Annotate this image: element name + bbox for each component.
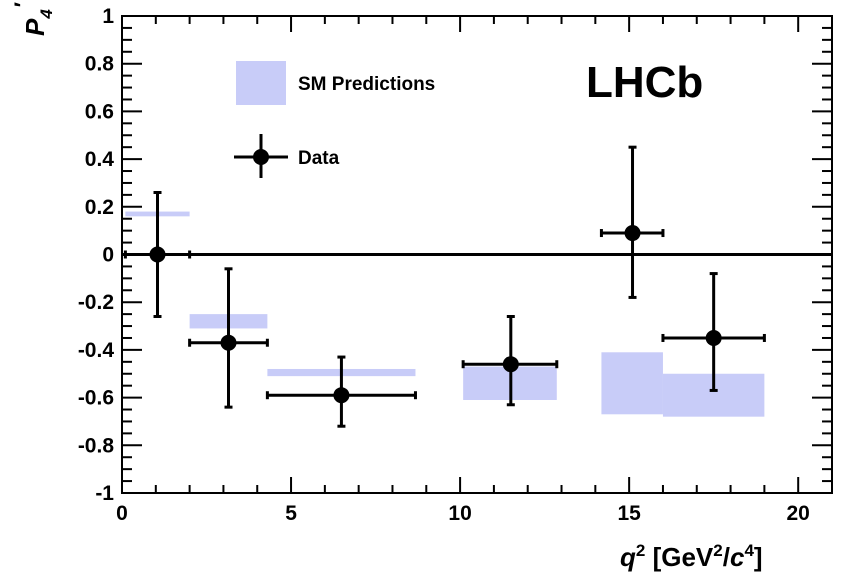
x-tick-label-0: 0 (116, 502, 128, 525)
x-axis-title-c: c (730, 542, 745, 572)
y-axis-title-symbol: P (20, 18, 50, 36)
y-axis-ticks: -1 -0.8 -0.6 -0.4 -0.2 0 0.2 0.4 0.6 0.8 1 (78, 5, 832, 505)
data-marker-1 (220, 334, 237, 351)
y-tick-label-4: -0.2 (78, 291, 114, 314)
y-tick-label-1: -0.8 (78, 434, 115, 457)
data-points (123, 145, 766, 428)
legend-sm-label: SM Predictions (298, 74, 435, 95)
legend-data-label: Data (298, 148, 340, 169)
sm-band-4 (601, 352, 663, 415)
y-tick-label-2: -0.6 (78, 387, 114, 410)
y-tick-label-6: 0.2 (85, 196, 114, 219)
data-point-2 (265, 355, 417, 428)
data-marker-4 (624, 225, 641, 242)
legend-sm-swatch (236, 61, 286, 105)
x-tick-label-3: 15 (617, 502, 641, 525)
x-tick-label-4: 20 (787, 502, 810, 525)
y-axis-title: P4′ (10, 2, 56, 36)
y-axis-title-prime: ′ (10, 2, 35, 7)
y-tick-label-5: 0 (102, 244, 114, 267)
x-axis-title-q: q (620, 542, 636, 572)
y-tick-label-10: 1 (102, 5, 114, 28)
data-marker-0 (149, 246, 166, 263)
data-point-1 (188, 267, 269, 409)
x-axis-title-slash: / (723, 542, 730, 572)
x-axis-title-close: ] (754, 542, 763, 572)
y-tick-label-3: -0.4 (78, 339, 115, 362)
data-point-3 (461, 315, 559, 407)
x-axis-ticks: 0 5 10 15 20 (116, 16, 833, 525)
y-tick-label-9: 0.8 (85, 53, 115, 76)
data-marker-3 (502, 356, 519, 373)
x-axis-title-gev-sup: 2 (713, 541, 722, 560)
y-tick-label-7: 0.4 (85, 148, 115, 171)
x-axis-title-q-sup: 2 (636, 541, 645, 560)
x-axis-title: q2 [GeV2/c4] (620, 541, 763, 572)
data-marker-5 (705, 329, 722, 346)
legend: SM Predictions Data (234, 61, 435, 178)
y-tick-label-0: -1 (95, 482, 114, 505)
y-tick-label-8: 0.6 (85, 100, 114, 123)
x-axis-title-c-sup: 4 (744, 541, 754, 560)
y-axis-title-sub: 4 (37, 9, 56, 20)
lhcb-label: LHCb (586, 58, 703, 107)
data-point-5 (661, 272, 766, 392)
data-marker-2 (333, 387, 350, 404)
x-tick-label-2: 10 (448, 502, 471, 525)
legend-data-marker (253, 149, 269, 165)
x-tick-label-1: 5 (285, 502, 297, 525)
x-axis-title-open: [GeV (645, 542, 714, 572)
data-point-4 (599, 145, 665, 299)
